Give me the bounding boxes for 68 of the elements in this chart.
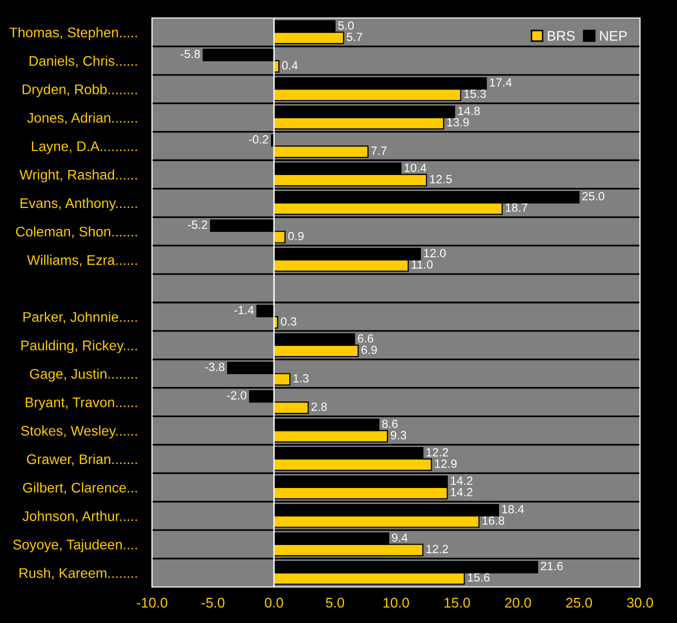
legend-label: BRS (548, 30, 575, 41)
y-tick-label: Johnson, Arthur..... (22, 510, 137, 523)
data-label: 5.7 (346, 32, 362, 42)
y-tick-label: Coleman, Shon....... (16, 226, 137, 238)
y-tick-label: Paulding, Rickey.... (21, 340, 137, 354)
data-label: 7.7 (371, 146, 387, 155)
data-label: 11.0 (412, 260, 433, 269)
data-label: 17.4 (490, 78, 512, 86)
y-tick-label: Williams, Ezra...... (27, 254, 137, 267)
y-tick-label: Stokes, Wesley...... (21, 425, 137, 438)
data-label: 12.9 (435, 459, 457, 468)
x-tick-label: 10.0 (384, 598, 409, 608)
y-tick-label: Gage, Justin........ (30, 368, 137, 382)
data-label: 16.8 (482, 516, 504, 525)
data-label: -5.2 (188, 220, 208, 229)
data-label: 12.5 (430, 174, 452, 184)
data-label: 12.2 (426, 448, 448, 456)
y-tick-label: Layne, D.A.......... (32, 142, 137, 154)
y-tick-label: Rush, Kareem........ (20, 568, 137, 580)
data-label: -5.8 (180, 50, 200, 58)
x-tick-label: -10.0 (136, 598, 168, 608)
data-label: 14.8 (458, 106, 480, 116)
data-label: 14.2 (450, 476, 472, 485)
data-label: 6.6 (358, 334, 374, 343)
x-tick-label: -5.0 (202, 598, 224, 608)
x-tick-label: 25.0 (566, 598, 592, 608)
x-tick-label: 30.0 (627, 598, 653, 608)
data-label: -0.2 (248, 135, 268, 144)
data-label: 9.3 (390, 431, 406, 440)
y-tick-label: Daniels, Chris...... (30, 56, 137, 68)
y-tick-label: Soyoye, Tajudeen.... (13, 539, 137, 552)
data-label: 8.6 (382, 420, 398, 428)
data-label: 0.3 (280, 317, 296, 326)
y-tick-label: Thomas, Stephen..... (10, 27, 137, 40)
data-label: -2.0 (227, 391, 246, 400)
y-tick-label: Gilbert, Clarence... (23, 482, 137, 494)
data-label: 2.8 (312, 402, 327, 411)
data-label: 9.4 (392, 533, 408, 542)
data-label: 12.2 (426, 544, 448, 554)
data-label: 1.3 (294, 374, 309, 382)
y-tick-label: Evans, Anthony...... (20, 198, 137, 211)
data-label: 25.0 (582, 192, 604, 200)
legend-label: NEP (600, 31, 627, 41)
y-tick-label: Dryden, Robb........ (22, 84, 137, 98)
y-tick-label: Wright, Rashad...... (20, 169, 137, 182)
data-label: 14.2 (450, 488, 472, 496)
data-label: 15.3 (464, 90, 486, 98)
data-label: -3.8 (205, 362, 224, 372)
data-label: 15.6 (468, 573, 490, 582)
y-tick-label: Parker, Johnnie..... (23, 312, 137, 324)
y-tick-label: Grawer, Brian....... (26, 454, 137, 466)
data-label: 0.4 (282, 61, 298, 70)
data-label: 21.6 (540, 562, 563, 570)
x-tick-label: 0.0 (264, 598, 284, 608)
data-label: 18.4 (502, 504, 524, 514)
y-tick-label: Jones, Adrian....... (27, 112, 137, 124)
x-tick-label: 15.0 (444, 598, 470, 608)
x-tick-label: 20.0 (505, 598, 531, 608)
data-label: -1.4 (234, 306, 254, 314)
data-label: 10.4 (404, 164, 426, 172)
data-label: 0.9 (288, 232, 304, 240)
data-label: 13.9 (447, 118, 469, 126)
x-tick-label: 5.0 (326, 598, 344, 608)
y-tick-label: Bryant, Travon...... (26, 398, 137, 410)
data-label: 18.7 (506, 203, 528, 212)
data-label: 6.9 (362, 346, 377, 354)
data-label: 5.0 (338, 21, 354, 30)
data-label: 12.0 (424, 248, 446, 258)
